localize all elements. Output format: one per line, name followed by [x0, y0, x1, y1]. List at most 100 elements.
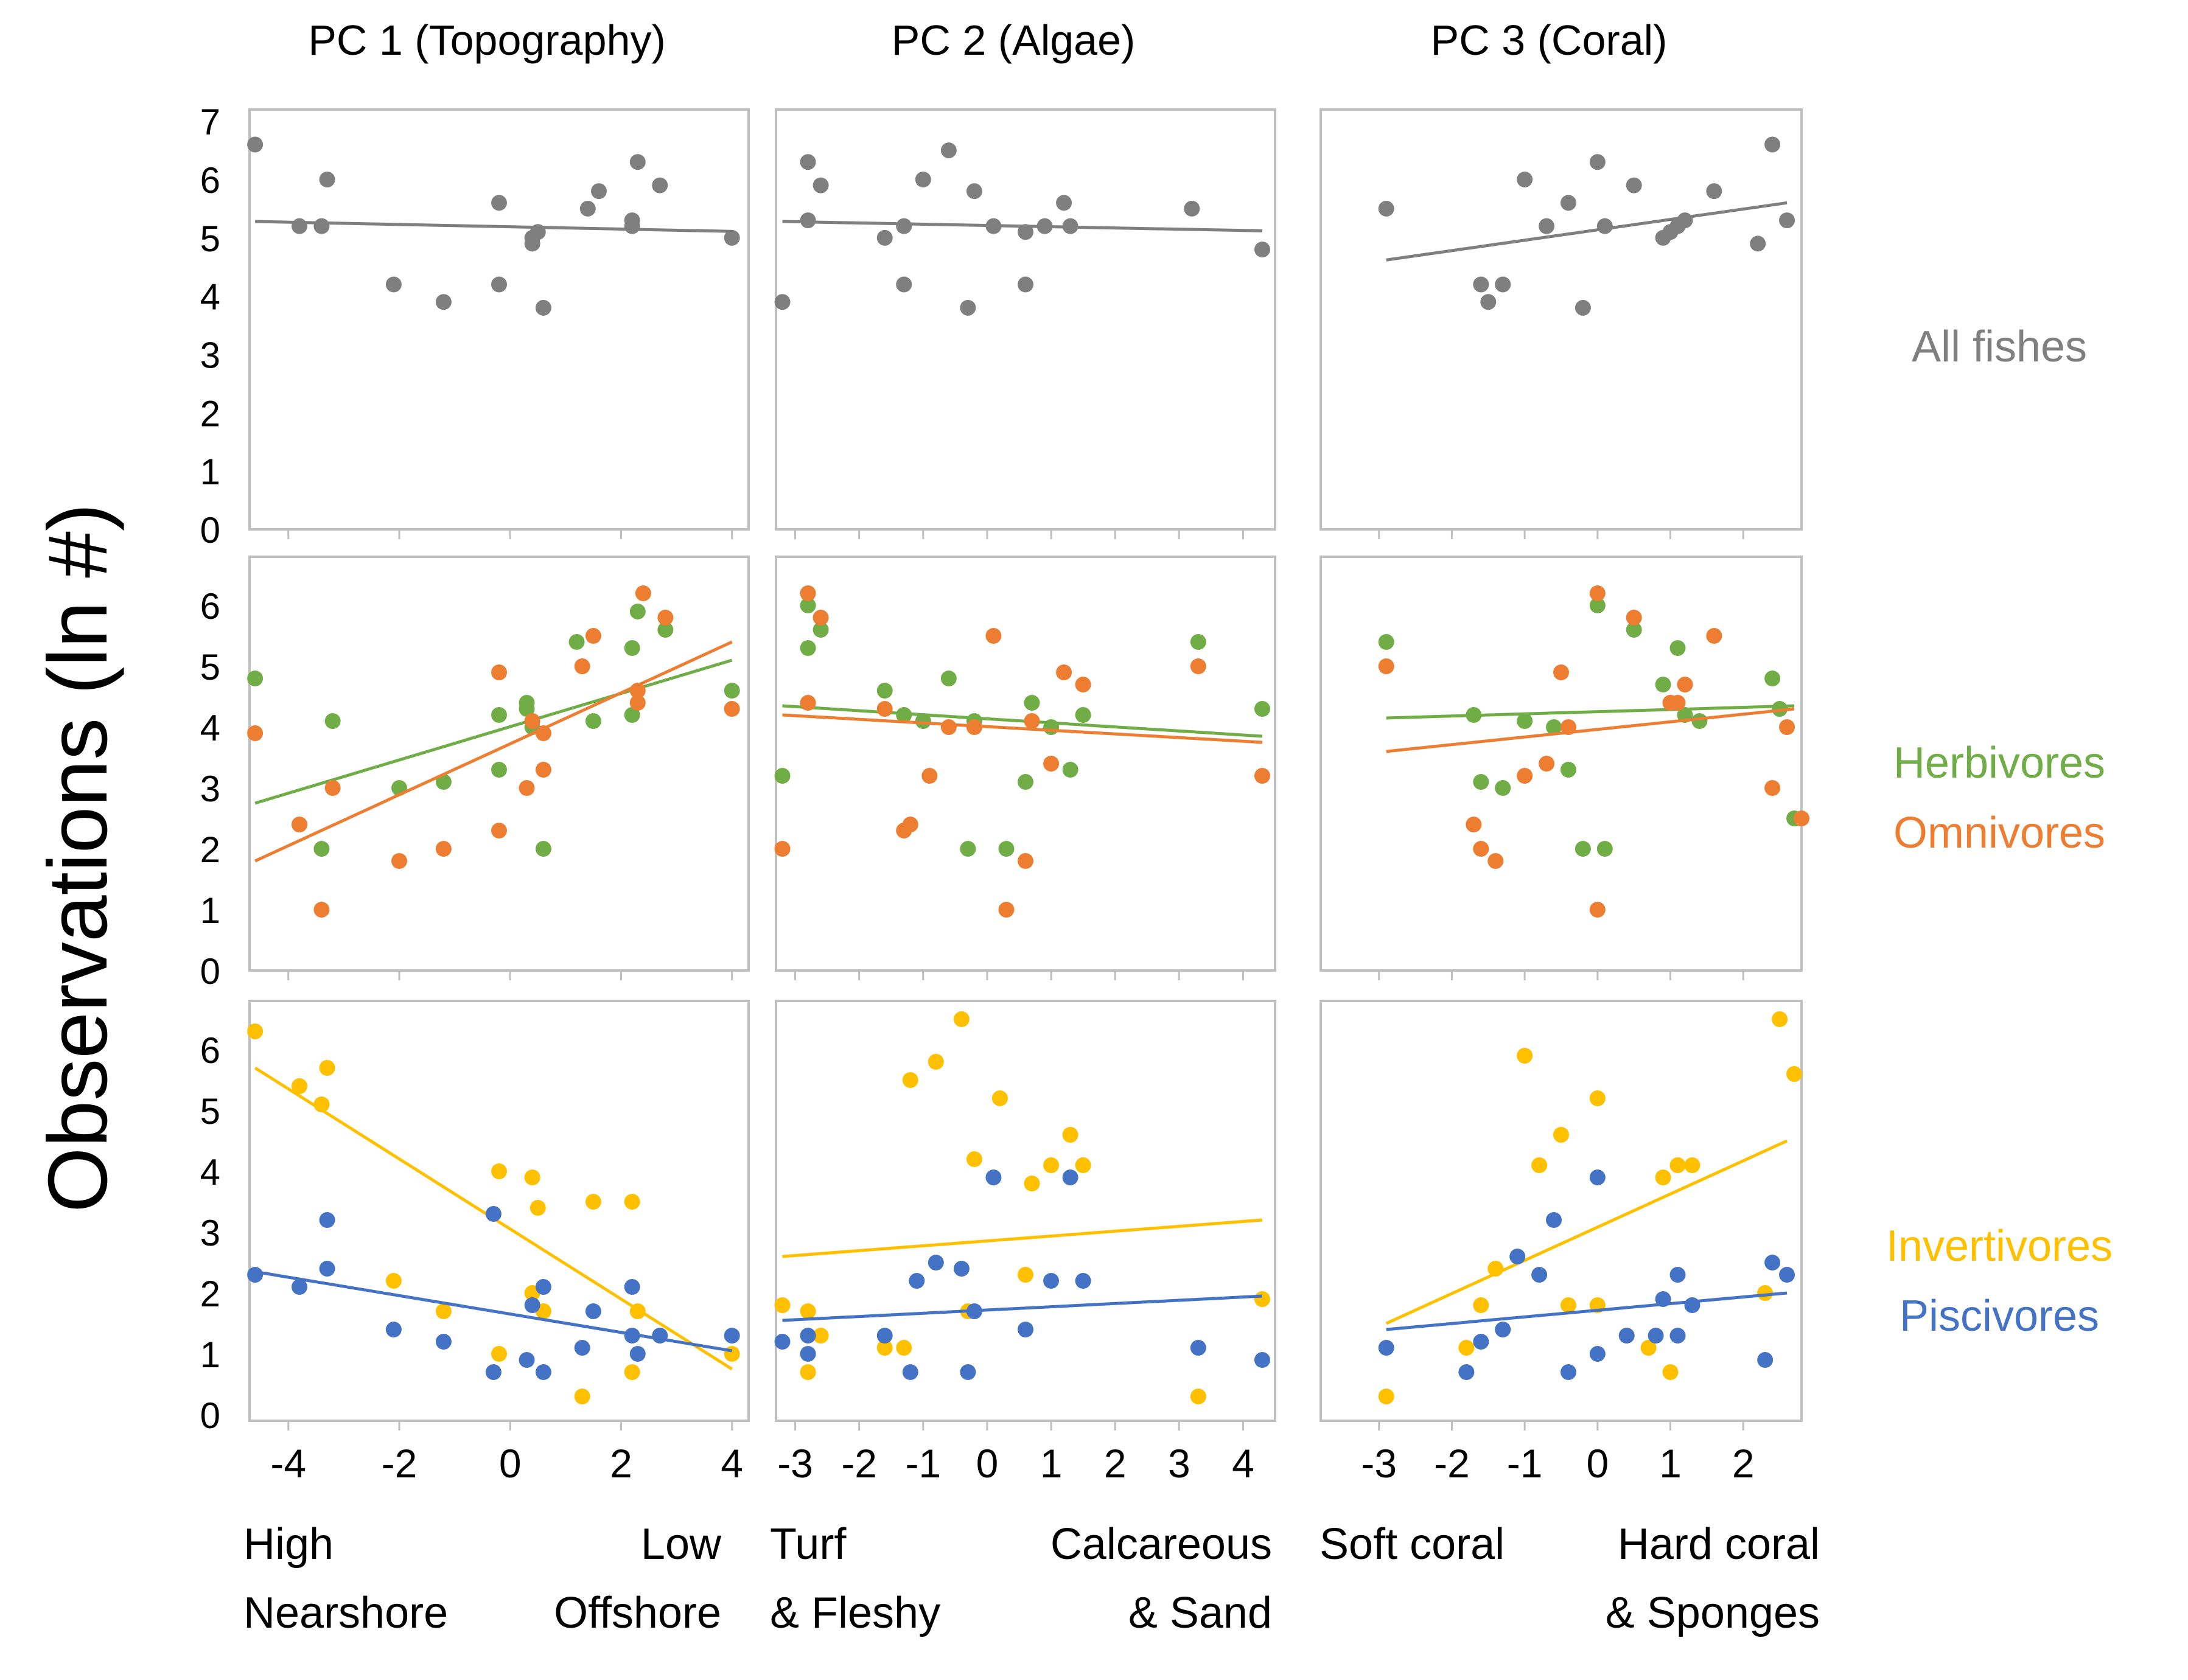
- data-point-herbivores: [1473, 774, 1489, 790]
- data-point-omnivores: [1669, 695, 1686, 711]
- data-point-all-fishes: [1539, 218, 1555, 234]
- axis-description-left: Turf: [770, 1520, 847, 1569]
- data-point-herbivores: [1254, 701, 1270, 717]
- data-point-herbivores: [535, 841, 551, 857]
- row-label: Piscivores: [1900, 1292, 2099, 1340]
- x-tick-label: -3: [777, 1441, 813, 1486]
- data-point-omnivores: [800, 695, 816, 711]
- data-point-piscivores: [485, 1364, 502, 1380]
- data-point-all-fishes: [313, 218, 330, 234]
- column-title: PC 1 (Topography): [308, 16, 666, 64]
- data-point-omnivores: [491, 823, 507, 838]
- data-point-omnivores: [1779, 719, 1795, 735]
- data-point-herbivores: [313, 841, 330, 857]
- data-point-invertivores: [624, 1364, 640, 1380]
- trend-line-herbivores: [254, 658, 733, 805]
- data-point-all-fishes: [774, 294, 791, 310]
- data-point-piscivores: [1190, 1340, 1206, 1356]
- data-point-all-fishes: [1480, 294, 1497, 310]
- data-point-all-fishes: [1378, 200, 1394, 217]
- data-point-piscivores: [524, 1297, 540, 1313]
- data-point-all-fishes: [491, 276, 507, 293]
- data-point-piscivores: [319, 1261, 335, 1277]
- x-tick-label: -2: [382, 1441, 418, 1486]
- x-tick-label: -1: [1507, 1441, 1543, 1486]
- data-point-all-fishes: [1018, 276, 1033, 293]
- data-point-all-fishes: [385, 276, 402, 293]
- data-point-invertivores: [574, 1389, 590, 1404]
- axis-description-right: Hard coral: [1618, 1520, 1820, 1569]
- x-tick-label: 4: [1232, 1441, 1254, 1486]
- data-point-all-fishes: [896, 276, 912, 293]
- data-point-all-fishes: [1056, 195, 1072, 211]
- data-point-piscivores: [1757, 1352, 1774, 1368]
- y-axis-label: Observations (ln #): [31, 503, 125, 1213]
- data-point-piscivores: [1473, 1334, 1489, 1350]
- trend-line-omnivores: [782, 713, 1263, 744]
- data-point-invertivores: [1190, 1389, 1206, 1404]
- data-point-invertivores: [1640, 1340, 1657, 1356]
- data-point-piscivores: [928, 1255, 944, 1270]
- x-tick-label: -2: [841, 1441, 877, 1486]
- data-point-piscivores: [1495, 1322, 1511, 1337]
- data-point-invertivores: [800, 1303, 816, 1319]
- data-point-invertivores: [813, 1328, 829, 1344]
- row-label: Herbivores: [1893, 739, 2105, 787]
- y-tick-label: 6: [200, 586, 220, 627]
- data-point-omnivores: [998, 902, 1015, 918]
- data-point-herbivores: [1669, 640, 1686, 656]
- trend-line-omnivores: [1386, 707, 1795, 753]
- data-point-piscivores: [800, 1346, 816, 1362]
- data-point-piscivores: [800, 1328, 816, 1344]
- data-point-herbivores: [1517, 713, 1533, 729]
- data-point-omnivores: [876, 701, 893, 717]
- data-point-all-fishes: [1764, 136, 1781, 153]
- data-point-piscivores: [519, 1352, 535, 1368]
- data-point-omnivores: [1487, 853, 1504, 869]
- data-point-invertivores: [1560, 1297, 1576, 1313]
- x-tick-label: 1: [1659, 1441, 1682, 1486]
- data-point-all-fishes: [960, 299, 976, 316]
- data-point-piscivores: [1648, 1328, 1664, 1344]
- data-point-all-fishes: [1677, 212, 1693, 229]
- data-point-invertivores: [1662, 1364, 1679, 1380]
- data-point-invertivores: [1075, 1157, 1091, 1173]
- data-point-all-fishes: [1575, 299, 1591, 316]
- data-point-omnivores: [657, 610, 674, 626]
- data-point-invertivores: [385, 1273, 402, 1289]
- data-point-invertivores: [1684, 1157, 1700, 1173]
- data-point-omnivores: [921, 768, 938, 784]
- data-point-herbivores: [1024, 695, 1040, 711]
- data-point-piscivores: [1779, 1267, 1795, 1283]
- data-point-all-fishes: [1517, 172, 1533, 187]
- data-point-herbivores: [1560, 762, 1576, 778]
- data-point-invertivores: [1531, 1157, 1548, 1173]
- data-point-herbivores: [800, 640, 816, 656]
- data-point-herbivores: [800, 598, 816, 613]
- x-tick-label: 0: [499, 1441, 522, 1486]
- data-point-piscivores: [1378, 1340, 1394, 1356]
- y-tick-label: 7: [200, 102, 220, 142]
- data-point-omnivores: [247, 725, 264, 741]
- x-tick-label: -2: [1434, 1441, 1470, 1486]
- data-point-piscivores: [1546, 1212, 1562, 1228]
- data-point-all-fishes: [435, 294, 452, 310]
- data-point-all-fishes: [800, 212, 816, 229]
- data-point-omnivores: [1764, 780, 1781, 796]
- data-point-piscivores: [1669, 1328, 1686, 1344]
- data-point-all-fishes: [652, 177, 668, 193]
- data-point-omnivores: [1075, 677, 1091, 692]
- data-point-herbivores: [657, 622, 674, 638]
- trend-line-all-fishes: [782, 220, 1263, 232]
- data-point-piscivores: [985, 1169, 1002, 1185]
- data-point-invertivores: [1473, 1297, 1489, 1313]
- data-point-omnivores: [1043, 756, 1060, 772]
- data-point-piscivores: [1254, 1352, 1270, 1368]
- data-point-piscivores: [319, 1212, 335, 1228]
- data-point-piscivores: [1062, 1169, 1078, 1185]
- data-point-invertivores: [1553, 1127, 1569, 1143]
- data-point-herbivores: [1378, 634, 1394, 650]
- data-point-invertivores: [953, 1011, 970, 1027]
- data-point-all-fishes: [896, 218, 912, 234]
- data-point-invertivores: [1043, 1157, 1060, 1173]
